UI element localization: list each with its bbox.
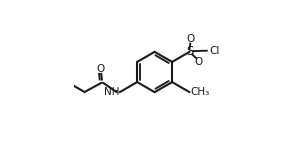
Text: CH₃: CH₃ — [191, 87, 210, 97]
Text: O: O — [97, 64, 105, 74]
Text: NH: NH — [103, 87, 119, 97]
Text: Cl: Cl — [209, 46, 219, 56]
Text: S: S — [186, 45, 193, 58]
Text: O: O — [194, 57, 203, 67]
Text: O: O — [186, 34, 194, 44]
